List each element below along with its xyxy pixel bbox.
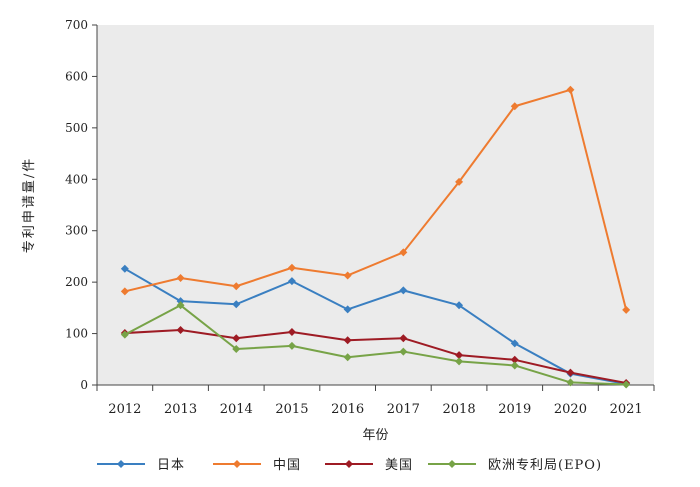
data-point (343, 271, 352, 280)
data-point (287, 277, 296, 286)
x-tick-label: 2015 (275, 402, 308, 417)
data-point (287, 328, 296, 337)
data-point (287, 341, 296, 350)
series-line (124, 328, 627, 384)
data-point (176, 301, 185, 310)
data-point (510, 102, 519, 111)
legend-label: 美国 (385, 458, 413, 473)
data-point (120, 330, 129, 339)
legend-label: 欧洲专利局(EPO) (488, 458, 602, 473)
data-point (566, 368, 575, 377)
data-point (399, 286, 408, 295)
series-group (120, 301, 631, 389)
y-tick-label: 500 (65, 121, 88, 135)
legend-item: 日本 (97, 458, 185, 473)
legend-marker (448, 460, 456, 468)
data-point (455, 177, 464, 186)
data-point (622, 305, 631, 314)
y-tick-label: 200 (65, 275, 88, 289)
data-point (566, 378, 575, 387)
data-point (232, 334, 241, 343)
x-tick-label: 2021 (610, 402, 643, 417)
y-tick-label: 600 (65, 69, 88, 83)
x-tick-label: 2017 (387, 402, 420, 417)
legend: 日本 中国 美国 欧洲专利局(EPO) (97, 458, 602, 473)
data-point (622, 380, 631, 389)
data-point (176, 297, 185, 306)
data-point (399, 248, 408, 257)
y-tick-label: 100 (65, 327, 88, 341)
x-tick-label: 2012 (108, 402, 141, 417)
data-point (232, 300, 241, 309)
legend-label: 日本 (157, 458, 185, 473)
data-point (399, 334, 408, 343)
legend-item: 美国 (325, 458, 413, 473)
series-line (124, 304, 627, 386)
data-point (343, 305, 352, 314)
plot-area (97, 25, 654, 385)
x-tick-label: 2014 (220, 402, 253, 417)
y-tick-label: 0 (80, 378, 88, 392)
data-point (455, 357, 464, 366)
data-point (510, 339, 519, 348)
series-layer (120, 85, 631, 389)
y-tick-label: 400 (65, 172, 88, 186)
data-point (399, 347, 408, 356)
data-point (566, 85, 575, 94)
data-point (455, 351, 464, 360)
data-point (232, 345, 241, 353)
x-axis-label: 年份 (362, 428, 388, 443)
data-point (176, 274, 185, 283)
series-group (120, 85, 631, 314)
data-point (120, 264, 129, 273)
y-axis: 0 100 200 300 400 500 600 700 (65, 18, 98, 392)
data-point (176, 325, 185, 334)
x-tick-label: 2019 (498, 402, 531, 417)
x-tick-label: 2013 (164, 402, 197, 417)
legend-item: 欧洲专利局(EPO) (428, 458, 602, 473)
legend-label: 中国 (273, 458, 301, 473)
legend-item: 中国 (213, 458, 301, 473)
x-tick-label: 2018 (443, 402, 476, 417)
data-point (120, 287, 129, 296)
data-point (343, 353, 352, 362)
data-point (232, 282, 241, 291)
y-tick-label: 300 (65, 224, 88, 238)
y-axis-label: 专利申请量/件 (22, 157, 37, 253)
data-point (455, 301, 464, 310)
x-tick-label: 2020 (554, 402, 587, 417)
data-point (287, 263, 296, 272)
data-point (510, 361, 519, 370)
y-tick-label: 700 (65, 18, 88, 32)
data-point (343, 336, 352, 345)
series-line (124, 88, 628, 311)
data-point (510, 355, 519, 364)
legend-marker (345, 460, 353, 468)
legend-marker (233, 460, 241, 468)
series-group (120, 325, 631, 387)
x-axis: 2012 2013 2014 2015 2016 2017 2018 2019 2020 2021 (96, 384, 655, 417)
series-line (124, 267, 627, 385)
legend-marker (117, 460, 125, 468)
x-tick-label: 2016 (331, 402, 364, 417)
